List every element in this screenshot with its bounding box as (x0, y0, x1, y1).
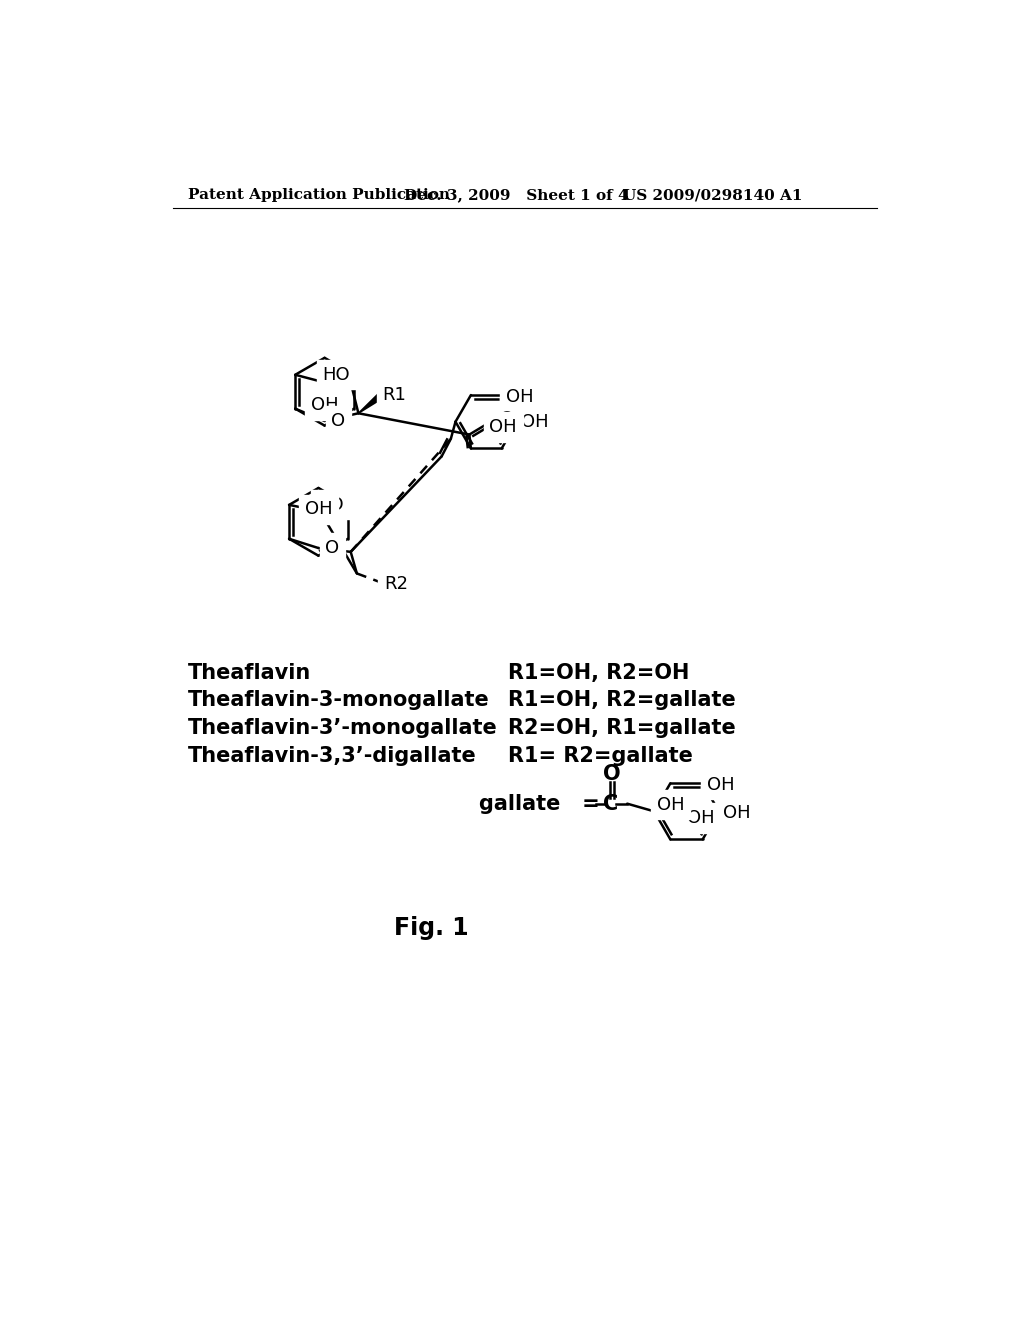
Text: OH: OH (707, 776, 734, 793)
Text: O: O (332, 412, 345, 430)
Text: C: C (603, 793, 617, 813)
Text: OH: OH (506, 388, 534, 405)
Text: OH: OH (489, 418, 517, 436)
Text: Theaflavin-3,3’-digallate: Theaflavin-3,3’-digallate (188, 746, 477, 766)
Text: Dec. 3, 2009   Sheet 1 of 4: Dec. 3, 2009 Sheet 1 of 4 (403, 189, 629, 202)
Text: OH: OH (723, 804, 751, 822)
Text: US 2009/0298140 A1: US 2009/0298140 A1 (624, 189, 803, 202)
Text: OH: OH (521, 413, 549, 430)
Text: Theaflavin-3’-monogallate: Theaflavin-3’-monogallate (188, 718, 498, 738)
Text: R1=OH, R2=OH: R1=OH, R2=OH (508, 663, 689, 682)
Text: R2: R2 (384, 576, 408, 593)
Text: O: O (603, 764, 621, 784)
Text: R1: R1 (382, 385, 407, 404)
Text: OH: OH (304, 500, 332, 519)
Text: R1=OH, R2=gallate: R1=OH, R2=gallate (508, 690, 735, 710)
Text: OH: OH (656, 796, 684, 813)
Text: R2=OH, R1=gallate: R2=OH, R1=gallate (508, 718, 735, 738)
Text: O: O (500, 411, 514, 428)
Polygon shape (358, 393, 382, 414)
Text: OH: OH (687, 809, 715, 828)
Text: Theaflavin-3-monogallate: Theaflavin-3-monogallate (188, 690, 490, 710)
Text: Fig. 1: Fig. 1 (393, 916, 468, 940)
Text: gallate   =: gallate = (479, 793, 600, 813)
Text: Patent Application Publication: Patent Application Publication (188, 189, 451, 202)
Text: R1= R2=gallate: R1= R2=gallate (508, 746, 692, 766)
Text: O: O (326, 539, 339, 557)
Text: HO: HO (316, 496, 344, 513)
Text: Theaflavin: Theaflavin (188, 663, 311, 682)
Text: OH: OH (311, 396, 338, 414)
Text: HO: HO (323, 366, 350, 384)
